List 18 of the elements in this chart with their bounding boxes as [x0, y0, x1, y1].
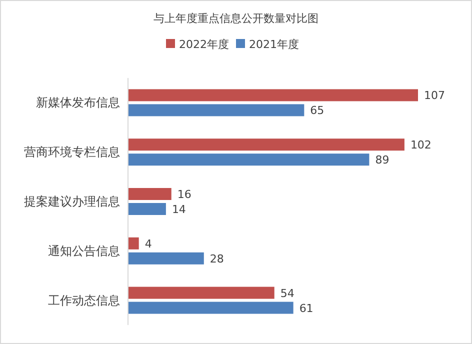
data-label: 107: [424, 89, 445, 102]
data-label: 102: [410, 138, 432, 152]
data-label: 16: [177, 188, 192, 201]
y-tick-label: 工作动态信息: [48, 293, 120, 308]
legend-label: 2021年度: [249, 38, 299, 51]
chart-title: 与上年度重点信息公开数量对比图: [154, 12, 318, 25]
data-label: 54: [280, 286, 294, 300]
data-label: 4: [144, 237, 152, 250]
legend-label: 2022年度: [179, 38, 229, 51]
data-label: 61: [299, 302, 314, 315]
data-label: 65: [310, 104, 324, 118]
y-tick-label: 提案建议办理信息: [24, 194, 120, 208]
y-tick-label: 新媒体发布信息: [36, 96, 120, 110]
y-tick-label: 通知公告信息: [48, 244, 120, 258]
data-label: 89: [375, 154, 390, 167]
data-label: 28: [210, 252, 224, 266]
data-label: 14: [172, 203, 186, 216]
y-tick-label: 营商环境专栏信息: [24, 145, 120, 160]
